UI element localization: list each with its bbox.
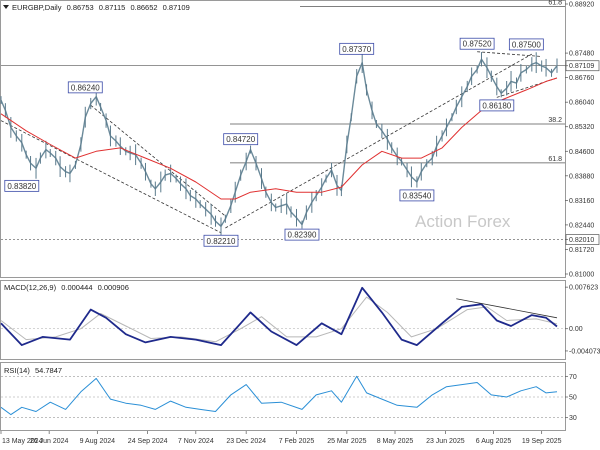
price-axis-label: 0.86760	[569, 75, 594, 82]
price-annotation-box	[479, 99, 515, 112]
rsi-lines-layer	[0, 375, 565, 418]
rsi-line	[0, 375, 558, 416]
time-axis-label: 23 Jun 2025	[426, 438, 465, 445]
symbol-title: EURGBP,Daily 0.86753 0.87115 0.86652 0.8…	[12, 3, 190, 12]
time-axis-label: 8 May 2025	[377, 438, 414, 445]
price-axis-label: 0.87109	[569, 63, 594, 70]
time-axis-label: 13 May 2024	[2, 438, 43, 445]
price-axis-label: 0.87480	[569, 51, 594, 58]
price-annotation-label: 0.87520	[463, 40, 492, 49]
trendline	[0, 120, 222, 234]
macd-panel-frame	[0, 280, 566, 360]
price-annotation-box	[67, 81, 103, 94]
fib-level-label: 61.8	[548, 0, 562, 6]
collapse-arrow-icon[interactable]	[3, 5, 9, 9]
macd-title: MACD(12,26,9) 0.000444 0.000906	[4, 283, 129, 292]
price-annotation-label: 0.82390	[288, 231, 317, 240]
ohlc-open: 0.86753	[67, 3, 94, 12]
price-lines-layer	[0, 51, 558, 236]
rsi-title: RSI(14) 54.7847	[4, 366, 62, 375]
macd-axis: 0.007623 0.00 -0.004073	[565, 285, 600, 355]
price-axis-label: 0.85320	[569, 124, 594, 131]
price-panel-frame	[0, 0, 566, 278]
macd-value: 0.000444	[61, 283, 92, 292]
moving-average-line	[0, 77, 558, 200]
trendline	[477, 51, 542, 57]
rsi-axis-label: 70	[569, 374, 577, 381]
price-axis-label: 0.82010	[569, 237, 594, 244]
macd-axis-label: -0.004073	[569, 348, 600, 355]
time-axis-label: 9 Aug 2024	[80, 438, 116, 445]
rsi-name: RSI(14)	[4, 366, 30, 375]
price-axis-label: 0.88920	[569, 2, 594, 9]
macd-axis-label: 0.00	[569, 326, 583, 333]
time-axis-label: 25 Mar 2025	[327, 438, 366, 445]
symbol-name: EURGBP,Daily	[12, 3, 62, 12]
price-annotation-label: 0.87370	[342, 45, 371, 54]
time-axis-label: 6 Aug 2025	[476, 438, 512, 445]
ohlc-low: 0.86652	[130, 3, 157, 12]
time-axis-label: 26 Jun 2024	[30, 438, 69, 445]
price-axis-label: 0.86040	[569, 100, 594, 107]
price-annotation-box	[203, 234, 239, 247]
price-axis-label: 0.81720	[569, 247, 594, 254]
price-annotation-label: 0.82210	[207, 237, 236, 246]
time-axis-label: 19 Sep 2025	[522, 438, 562, 445]
price-annotation-box	[223, 133, 259, 146]
price-axis-label: 0.83160	[569, 198, 594, 205]
macd-line	[0, 286, 558, 347]
ohlc-close: 0.87109	[163, 3, 190, 12]
macd-name: MACD(12,26,9)	[4, 283, 57, 292]
macd-axis-label: 0.007623	[569, 285, 598, 292]
time-axis-label: 23 Dec 2024	[226, 438, 266, 445]
price-axis-label: 0.82440	[569, 222, 594, 229]
price-annotation-label: 0.83540	[402, 191, 431, 200]
price-axis-label: 0.83880	[569, 173, 594, 180]
macd-signal-line	[0, 296, 558, 343]
fib-level-label: 61.8	[548, 156, 562, 163]
price-annotations-layer: 0.83820 0.86240 0.84720 0.82210 0.82390 0.873…	[4, 37, 544, 247]
price-axis-label: 0.84600	[569, 149, 594, 156]
rsi-panel-frame	[0, 362, 566, 431]
price-annotation-box	[284, 228, 320, 241]
rsi-axis-label: 30	[569, 415, 577, 422]
price-annotation-label: 0.86240	[71, 83, 100, 92]
rsi-axis: 70 50 30	[565, 374, 577, 422]
trendline	[225, 53, 533, 229]
ohlc-high: 0.87115	[99, 3, 126, 12]
price-annotation-box	[399, 189, 435, 202]
price-series-line	[0, 58, 558, 228]
price-annotation-label: 0.86180	[482, 101, 511, 110]
watermark: Action Forex	[415, 212, 511, 231]
price-axis-label: 0.81000	[569, 272, 594, 279]
macd-trendline	[456, 298, 558, 319]
time-axis-label: 7 Feb 2025	[279, 438, 315, 445]
price-annotation-box	[459, 37, 495, 50]
time-axis-label: 7 Nov 2024	[178, 438, 214, 445]
trendline	[90, 104, 226, 217]
price-annotation-box	[508, 38, 544, 51]
macd-signal-value: 0.000906	[98, 283, 129, 292]
price-annotation-box	[339, 42, 375, 55]
fib-level-label: 38.2	[548, 117, 562, 124]
price-annotation-label: 0.83820	[7, 182, 36, 191]
price-annotation-label: 0.87500	[512, 40, 541, 49]
rsi-axis-label: 50	[569, 395, 577, 402]
macd-lines-layer	[0, 286, 565, 347]
price-annotation-box	[4, 179, 40, 192]
price-annotation-label: 0.84720	[226, 135, 255, 144]
time-axis-label: 24 Sep 2024	[128, 438, 168, 445]
price-axis: 0.88920 0.87480 0.87109 0.86760 0.86040 0.853…	[565, 2, 600, 279]
rsi-value: 54.7847	[35, 366, 62, 375]
